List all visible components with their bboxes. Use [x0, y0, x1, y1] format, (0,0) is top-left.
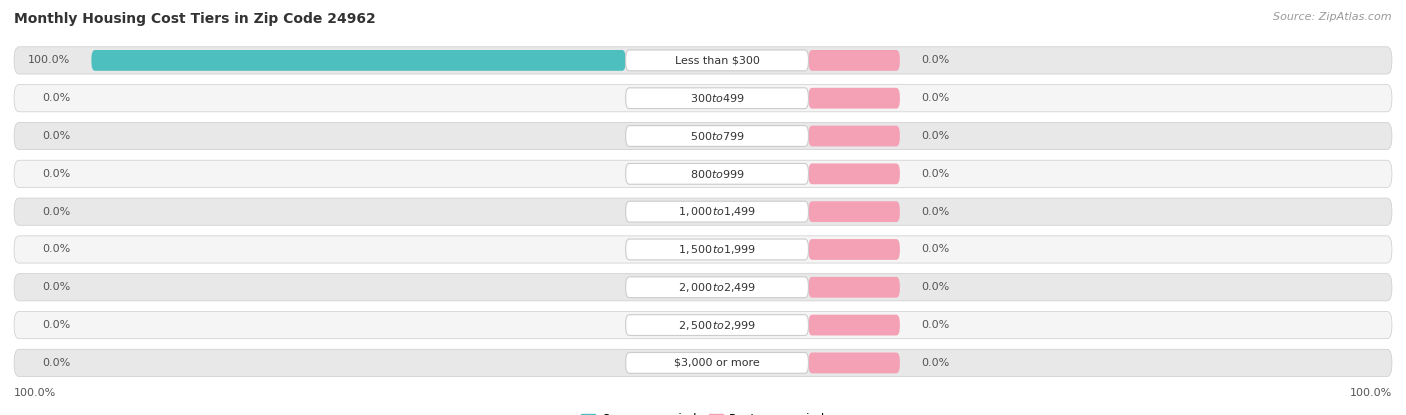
FancyBboxPatch shape	[808, 201, 900, 222]
Text: $800 to $999: $800 to $999	[689, 168, 745, 180]
Text: $1,000 to $1,499: $1,000 to $1,499	[678, 205, 756, 218]
FancyBboxPatch shape	[808, 239, 900, 260]
FancyBboxPatch shape	[14, 349, 1392, 376]
FancyBboxPatch shape	[808, 88, 900, 109]
FancyBboxPatch shape	[626, 164, 808, 184]
FancyBboxPatch shape	[808, 126, 900, 146]
Text: $2,000 to $2,499: $2,000 to $2,499	[678, 281, 756, 294]
Text: 0.0%: 0.0%	[42, 244, 70, 254]
FancyBboxPatch shape	[808, 50, 900, 71]
FancyBboxPatch shape	[626, 126, 808, 146]
Text: 0.0%: 0.0%	[42, 282, 70, 292]
Text: 0.0%: 0.0%	[42, 320, 70, 330]
FancyBboxPatch shape	[14, 122, 1392, 150]
Text: 0.0%: 0.0%	[921, 358, 949, 368]
Text: 0.0%: 0.0%	[42, 169, 70, 179]
Text: 0.0%: 0.0%	[42, 207, 70, 217]
FancyBboxPatch shape	[91, 50, 626, 71]
Legend: Owner-occupied, Renter-occupied: Owner-occupied, Renter-occupied	[576, 408, 830, 415]
Text: $2,500 to $2,999: $2,500 to $2,999	[678, 319, 756, 332]
FancyBboxPatch shape	[14, 160, 1392, 188]
FancyBboxPatch shape	[14, 312, 1392, 339]
FancyBboxPatch shape	[626, 201, 808, 222]
Text: $300 to $499: $300 to $499	[689, 92, 745, 104]
FancyBboxPatch shape	[626, 88, 808, 109]
FancyBboxPatch shape	[808, 315, 900, 335]
FancyBboxPatch shape	[808, 352, 900, 374]
FancyBboxPatch shape	[14, 198, 1392, 225]
Text: 0.0%: 0.0%	[921, 56, 949, 66]
Text: 100.0%: 100.0%	[14, 388, 56, 398]
FancyBboxPatch shape	[14, 273, 1392, 301]
FancyBboxPatch shape	[626, 277, 808, 298]
Text: 0.0%: 0.0%	[921, 93, 949, 103]
Text: $3,000 or more: $3,000 or more	[675, 358, 759, 368]
Text: 0.0%: 0.0%	[921, 320, 949, 330]
Text: 0.0%: 0.0%	[42, 93, 70, 103]
Text: Monthly Housing Cost Tiers in Zip Code 24962: Monthly Housing Cost Tiers in Zip Code 2…	[14, 12, 375, 27]
FancyBboxPatch shape	[14, 47, 1392, 74]
FancyBboxPatch shape	[626, 352, 808, 374]
FancyBboxPatch shape	[808, 277, 900, 298]
FancyBboxPatch shape	[808, 164, 900, 184]
Text: 0.0%: 0.0%	[921, 244, 949, 254]
FancyBboxPatch shape	[14, 236, 1392, 263]
FancyBboxPatch shape	[626, 239, 808, 260]
Text: $500 to $799: $500 to $799	[689, 130, 745, 142]
Text: $1,500 to $1,999: $1,500 to $1,999	[678, 243, 756, 256]
FancyBboxPatch shape	[14, 85, 1392, 112]
Text: Less than $300: Less than $300	[675, 56, 759, 66]
Text: 0.0%: 0.0%	[42, 358, 70, 368]
Text: 100.0%: 100.0%	[28, 56, 70, 66]
Text: 0.0%: 0.0%	[921, 282, 949, 292]
Text: 0.0%: 0.0%	[921, 131, 949, 141]
FancyBboxPatch shape	[626, 50, 808, 71]
Text: 0.0%: 0.0%	[921, 169, 949, 179]
Text: Source: ZipAtlas.com: Source: ZipAtlas.com	[1274, 12, 1392, 22]
FancyBboxPatch shape	[626, 315, 808, 335]
Text: 100.0%: 100.0%	[1350, 388, 1392, 398]
Text: 0.0%: 0.0%	[921, 207, 949, 217]
Text: 0.0%: 0.0%	[42, 131, 70, 141]
